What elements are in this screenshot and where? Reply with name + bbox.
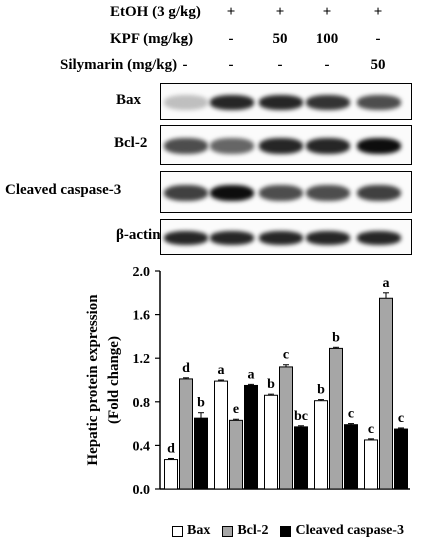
blot-label: β-actin xyxy=(116,227,161,243)
y-tick-label: 0.8 xyxy=(133,396,151,411)
treatment-value: - xyxy=(375,31,381,47)
treatment-value: + xyxy=(373,4,383,20)
chart-legend: Bax Bcl-2 Cleaved caspase-3 xyxy=(172,523,416,539)
blot-band xyxy=(164,95,208,110)
bar xyxy=(394,428,408,490)
blot-image xyxy=(160,171,412,213)
significance-label: c xyxy=(368,422,374,437)
significance-label: a xyxy=(218,363,225,378)
significance-label: a xyxy=(383,276,390,291)
bar xyxy=(329,347,343,490)
blot-band xyxy=(357,185,401,201)
significance-label: b xyxy=(197,396,205,411)
blot-band xyxy=(306,231,350,245)
blot-band xyxy=(259,231,303,245)
bar xyxy=(279,366,293,490)
y-axis-label: Hepatic protein expression xyxy=(85,294,101,466)
treatment-label: KPF (mg/kg) xyxy=(110,31,194,47)
significance-label: d xyxy=(167,441,175,456)
treatment-value: - xyxy=(228,57,234,73)
bar xyxy=(179,378,193,490)
significance-label: e xyxy=(233,402,239,417)
blot-band xyxy=(306,95,350,110)
bar xyxy=(294,426,308,490)
blot-image xyxy=(160,83,412,120)
y-tick-label: 0.0 xyxy=(133,483,151,498)
legend-label: Cleaved caspase-3 xyxy=(295,523,404,538)
significance-label: b xyxy=(267,377,275,392)
blot-band xyxy=(210,185,254,201)
treatment-value: - xyxy=(182,31,188,47)
blot-band xyxy=(259,138,303,154)
treatment-value: - xyxy=(324,57,330,73)
blot-band xyxy=(164,231,208,245)
legend-item: Bax xyxy=(172,523,210,539)
blot-label: Bax xyxy=(116,91,142,108)
blot-image xyxy=(160,219,412,255)
blot-band xyxy=(210,231,254,245)
y-tick-label: 0.4 xyxy=(133,439,151,454)
y-axis-label: (Fold change) xyxy=(106,336,122,424)
treatment-value: + xyxy=(226,4,236,20)
legend-swatch xyxy=(280,525,292,537)
y-tick-label: 1.2 xyxy=(133,352,151,367)
legend-item: Cleaved caspase-3 xyxy=(280,523,404,539)
significance-label: c xyxy=(348,407,354,422)
treatment-value: - xyxy=(228,31,234,47)
treatment-value: 100 xyxy=(315,31,339,47)
treatment-value: + xyxy=(275,4,285,20)
bar xyxy=(264,394,278,490)
bar xyxy=(229,419,243,490)
treatment-label: EtOH (3 g/kg) xyxy=(110,4,201,20)
treatment-value: - xyxy=(182,4,188,20)
bar xyxy=(214,380,228,490)
treatment-value: + xyxy=(322,4,332,20)
blot-band xyxy=(164,138,208,154)
treatment-value: - xyxy=(182,57,188,73)
significance-label: b xyxy=(332,330,340,345)
blot-band xyxy=(210,95,254,110)
blot-label: Cleaved caspase-3 xyxy=(5,182,122,198)
blot-band xyxy=(357,138,401,154)
blot-band xyxy=(259,185,303,201)
treatment-value: 50 xyxy=(370,57,386,73)
blot-band xyxy=(306,185,350,201)
bar xyxy=(194,417,208,490)
significance-label: c xyxy=(398,411,404,426)
y-tick-label: 1.6 xyxy=(133,309,151,324)
treatment-value: 50 xyxy=(272,31,288,47)
bar xyxy=(244,384,258,490)
blot-band xyxy=(259,95,303,110)
blot-band xyxy=(164,185,208,201)
significance-label: d xyxy=(182,361,190,376)
significance-label: a xyxy=(248,367,255,382)
bar xyxy=(344,424,358,490)
blot-band xyxy=(357,231,401,245)
bar xyxy=(364,439,378,490)
blot-band xyxy=(210,138,254,154)
y-tick-label: 2.0 xyxy=(133,265,151,280)
legend-swatch xyxy=(172,525,183,537)
blot-band xyxy=(357,95,401,110)
bar xyxy=(314,400,328,490)
significance-label: c xyxy=(283,348,289,363)
legend-label: Bax xyxy=(187,523,211,538)
bar xyxy=(379,297,393,490)
blot-image xyxy=(160,125,412,165)
legend-item: Bcl-2 xyxy=(222,523,268,539)
blot-label: Bcl-2 xyxy=(114,135,148,151)
bar xyxy=(164,459,178,490)
treatment-label: Silymarin (mg/kg) xyxy=(60,57,178,73)
legend-label: Bcl-2 xyxy=(237,523,269,538)
significance-label: b xyxy=(317,383,325,398)
blot-band xyxy=(306,138,350,154)
legend-swatch xyxy=(222,525,234,537)
treatment-value: - xyxy=(277,57,283,73)
significance-label: bc xyxy=(294,409,308,424)
